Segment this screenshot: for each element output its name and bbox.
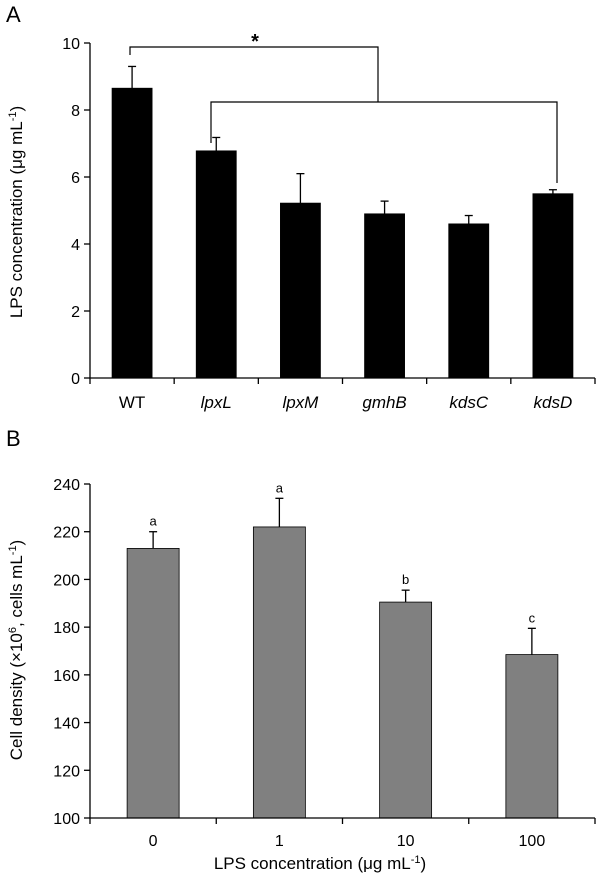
a-y-tick-label: 10 xyxy=(62,36,80,53)
b-bar-0 xyxy=(126,548,180,819)
b-y-tick-label: 220 xyxy=(53,525,80,542)
a-bar-WT xyxy=(111,87,153,379)
a-category-label: WT xyxy=(119,393,145,412)
a-bar-kdsC xyxy=(448,223,490,379)
panel-b-label: B xyxy=(6,426,21,451)
panel-b-x-axis-title: LPS concentration (μg mL-1) xyxy=(214,854,426,873)
b-category-label: 10 xyxy=(397,833,415,850)
b-bar-1 xyxy=(252,526,306,819)
b-y-tick-label: 240 xyxy=(53,477,80,494)
a-category-label: kdsD xyxy=(534,393,573,412)
b-y-tick-label: 120 xyxy=(53,763,80,780)
b-y-tick-label: 160 xyxy=(53,668,80,685)
b-bar-10 xyxy=(379,601,433,819)
a-y-tick-label: 8 xyxy=(71,103,80,120)
b-category-label: 1 xyxy=(275,833,284,850)
panel-a-y-axis-title: LPS concentration (μg mL-1) xyxy=(7,106,26,318)
a-y-tick-label: 2 xyxy=(71,304,80,321)
a-category-label: kdsC xyxy=(449,393,488,412)
a-bar-lpxL xyxy=(195,150,237,379)
b-bar-100 xyxy=(505,654,559,819)
a-y-tick-label: 4 xyxy=(71,237,80,254)
significance-bracket-mutants xyxy=(210,101,558,183)
a-y-tick-label: 6 xyxy=(71,170,80,187)
b-significance-letter: b xyxy=(402,572,409,587)
a-bar-kdsD xyxy=(532,193,574,379)
a-category-label: lpxM xyxy=(282,393,319,412)
b-y-tick-label: 140 xyxy=(53,716,80,733)
b-y-tick-label: 180 xyxy=(53,620,80,637)
panel-b-y-axis-title: Cell density (×106, cells mL-1) xyxy=(7,540,26,760)
b-significance-letter: a xyxy=(276,480,284,495)
b-category-label: 100 xyxy=(519,833,546,850)
panel-b-chart: B Cell density (×106, cells mL-1) 100120… xyxy=(6,426,596,873)
a-bar-gmhB xyxy=(364,213,405,379)
a-category-label: lpxL xyxy=(201,393,232,412)
b-y-tick-label: 200 xyxy=(53,572,80,589)
b-significance-letter: a xyxy=(150,514,158,529)
panel-a-chart: A LPS concentration (μg mL-1) 0 2 4 6 8 10 WT… xyxy=(6,2,596,412)
b-category-label: 0 xyxy=(149,833,158,850)
panel-a-axes xyxy=(89,43,595,379)
b-y-tick-label: 100 xyxy=(53,811,80,828)
b-significance-letter: c xyxy=(529,610,536,625)
significance-star: * xyxy=(251,31,259,53)
a-y-tick-label: 0 xyxy=(71,371,80,388)
a-category-label: gmhB xyxy=(362,393,406,412)
panel-b-axes xyxy=(89,484,595,819)
significance-bracket-wt xyxy=(129,46,379,102)
panel-a-label: A xyxy=(6,2,21,27)
a-bar-lpxM xyxy=(280,202,321,379)
